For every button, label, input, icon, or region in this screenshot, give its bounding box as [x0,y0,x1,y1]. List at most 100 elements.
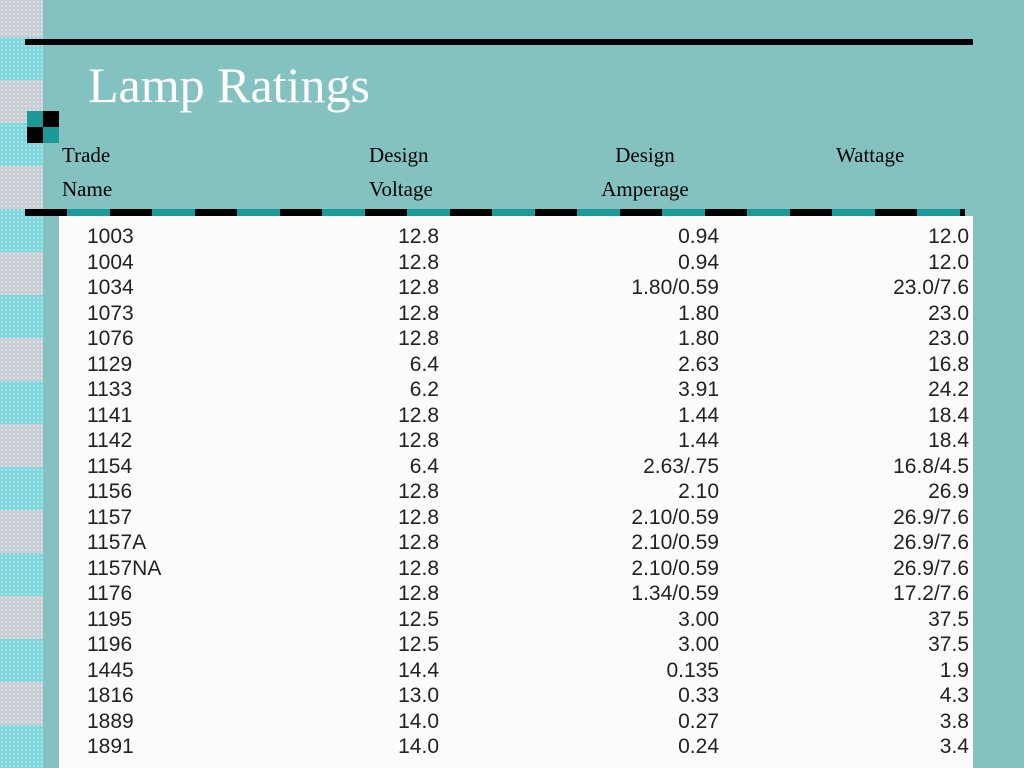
cell-design-amperage: 0.94 [678,250,719,274]
cell-design-voltage: 12.8 [398,225,439,248]
cell-trade-name: 1156 [87,480,133,503]
cell-trade-name: 1003 [87,225,134,248]
cell-design-amperage: 2.10/0.59 [631,556,719,580]
cell-design-voltage: 6.4 [409,454,439,478]
table-row: 1003 12.8 0.94 12.0 [59,224,969,250]
cell-trade-name: 1195 [87,607,133,631]
cell-design-voltage: 12.8 [398,531,439,554]
cell-wattage: 18.4 [928,429,969,452]
cell-wattage: 12.0 [928,250,969,274]
cell-design-voltage: 14.0 [398,709,439,733]
table-row: 1445 14.4 0.135 1.9 [59,658,969,684]
header-amperage-line1: Design [615,143,675,167]
cell-wattage: 23.0 [928,327,969,350]
top-rule [25,39,973,45]
table-row: 1157A 12.8 2.10/0.59 26.9/7.6 [59,530,969,556]
cell-design-amperage: 3.00 [678,607,719,631]
cell-trade-name: 1141 [87,403,133,427]
table-row: 1157 12.8 2.10/0.59 26.9/7.6 [59,505,969,531]
cell-design-amperage: 0.33 [678,684,719,707]
table-row: 1157NA 12.8 2.10/0.59 26.9/7.6 [59,556,969,582]
header-voltage-line2: Voltage [369,177,433,201]
header-trade-name: Trade Name [62,138,112,206]
cell-design-amperage: 1.80/0.59 [631,276,719,299]
cell-wattage: 24.2 [928,378,969,401]
cell-design-amperage: 2.63 [678,352,719,376]
cell-design-voltage: 12.5 [398,607,439,631]
cell-trade-name: 1816 [87,684,134,707]
cell-design-voltage: 12.8 [398,582,439,605]
cell-trade-name: 1004 [87,250,134,274]
header-wattage-line1: Wattage [836,143,905,167]
cell-design-amperage: 1.80 [678,301,719,325]
cell-wattage: 26.9/7.6 [893,531,969,554]
cell-design-amperage: 1.34/0.59 [631,582,719,605]
table-row: 1073 12.8 1.80 23.0 [59,301,969,327]
ratings-table: 1003 12.8 0.94 12.0 1004 12.8 0.94 12.0 1034 12.8… [59,224,969,760]
header-trade-line1: Trade [62,143,111,167]
cell-design-amperage: 3.00 [678,633,719,656]
cell-wattage: 3.4 [939,735,969,758]
cell-trade-name: 1445 [87,658,134,682]
cell-trade-name: 1142 [87,429,133,452]
cell-wattage: 37.5 [928,607,969,631]
cell-wattage: 18.4 [928,403,969,427]
cell-design-voltage: 12.8 [398,276,439,299]
table-row: 1891 14.0 0.24 3.4 [59,734,969,760]
cell-trade-name: 1129 [87,352,133,376]
cell-trade-name: 1176 [87,582,133,605]
cell-trade-name: 1196 [87,633,133,656]
cell-wattage: 17.2/7.6 [893,582,969,605]
cell-design-voltage: 6.2 [409,378,439,401]
table-row: 1142 12.8 1.44 18.4 [59,428,969,454]
header-wattage: Wattage [836,138,904,172]
cell-design-amperage: 2.10/0.59 [631,531,719,554]
cell-trade-name: 1157NA [87,556,162,580]
cell-design-voltage: 12.8 [398,327,439,350]
cell-design-voltage: 14.0 [398,735,439,758]
scanned-ratings-table: 1003 12.8 0.94 12.0 1004 12.8 0.94 12.0 1034 12.8… [59,216,973,768]
header-amperage-line2: Amperage [601,177,689,201]
cell-wattage: 4.3 [939,684,969,707]
cell-design-amperage: 2.10 [678,480,719,503]
cell-design-amperage: 2.63/.75 [643,454,719,478]
header-separator [25,209,965,216]
cell-design-amperage: 0.27 [678,709,719,733]
cell-wattage: 1.9 [939,658,969,682]
cell-design-amperage: 2.10/0.59 [631,505,719,529]
cell-trade-name: 1891 [87,735,134,758]
cell-design-voltage: 6.4 [409,352,439,376]
cell-trade-name: 1154 [87,454,133,478]
header-design-voltage: Design Voltage [369,138,433,206]
square-bullet-icon [27,111,59,143]
cell-wattage: 23.0 [928,301,969,325]
table-row: 1004 12.8 0.94 12.0 [59,250,969,276]
table-row: 1176 12.8 1.34/0.59 17.2/7.6 [59,581,969,607]
cell-wattage: 16.8/4.5 [893,454,969,478]
table-row: 1195 12.5 3.00 37.5 [59,607,969,633]
table-row: 1133 6.2 3.91 24.2 [59,377,969,403]
cell-wattage: 3.8 [939,709,969,733]
cell-wattage: 23.0/7.6 [893,276,969,299]
cell-wattage: 26.9/7.6 [893,505,969,529]
table-row: 1889 14.0 0.27 3.8 [59,709,969,735]
cell-trade-name: 1889 [87,709,134,733]
cell-design-amperage: 3.91 [678,378,719,401]
cell-design-amperage: 1.44 [678,429,719,452]
cell-wattage: 16.8 [928,352,969,376]
cell-trade-name: 1034 [87,276,134,299]
cell-design-amperage: 0.135 [666,658,719,682]
cell-wattage: 26.9 [928,480,969,503]
table-row: 1156 12.8 2.10 26.9 [59,479,969,505]
cell-trade-name: 1073 [87,301,134,325]
cell-design-voltage: 12.5 [398,633,439,656]
cell-trade-name: 1157A [87,531,147,554]
cell-wattage: 12.0 [928,225,969,248]
cell-design-voltage: 12.8 [398,301,439,325]
cell-design-voltage: 12.8 [398,480,439,503]
cell-design-amperage: 1.44 [678,403,719,427]
slide-title: Lamp Ratings [88,57,370,113]
cell-trade-name: 1076 [87,327,134,350]
table-row: 1076 12.8 1.80 23.0 [59,326,969,352]
table-row: 1196 12.5 3.00 37.5 [59,632,969,658]
